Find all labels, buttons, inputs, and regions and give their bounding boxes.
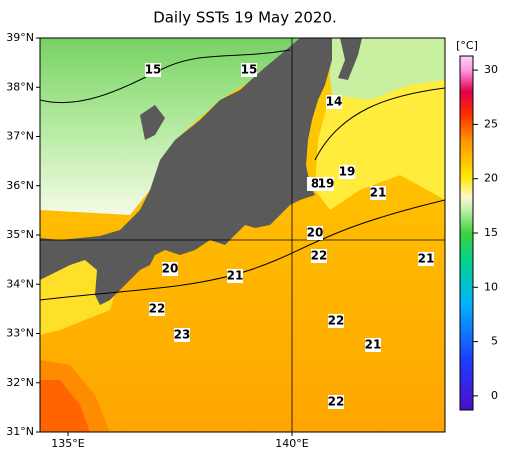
contour-label: 21 bbox=[370, 186, 387, 200]
lat-label: 39°N bbox=[6, 31, 34, 44]
lat-label: 38°N bbox=[6, 80, 34, 93]
lat-label: 36°N bbox=[6, 179, 34, 192]
contour-label-bg bbox=[328, 395, 344, 409]
contour-label-bg bbox=[227, 269, 243, 283]
contour-label-bg bbox=[370, 186, 386, 200]
contour-label: 19 bbox=[339, 165, 356, 179]
contour-label: 19 bbox=[318, 177, 335, 191]
contour-label: 21 bbox=[418, 252, 435, 266]
colorbar-unit: [°C] bbox=[456, 39, 478, 52]
land-northeast bbox=[338, 38, 362, 80]
contour-label: 21 bbox=[365, 338, 382, 352]
contour-label-bg bbox=[145, 63, 161, 77]
contour-label: 15 bbox=[241, 63, 258, 77]
colorbar-tick-label: 30 bbox=[484, 63, 498, 76]
contour-line bbox=[40, 199, 445, 301]
contour-label: 20 bbox=[307, 226, 324, 240]
lat-label: 33°N bbox=[6, 327, 34, 340]
contour-label: 22 bbox=[311, 249, 328, 263]
contour-label-bg bbox=[328, 314, 344, 328]
contour-label: 22 bbox=[328, 314, 345, 328]
contour-label-bg bbox=[365, 338, 381, 352]
lon-label: 135°E bbox=[51, 437, 84, 450]
sea-north bbox=[40, 38, 300, 215]
contour-label: 20 bbox=[162, 262, 179, 276]
contour-label-bg bbox=[307, 226, 323, 240]
contour-label-bg bbox=[339, 165, 355, 179]
contour-label-bg bbox=[311, 249, 327, 263]
colorbar-tick-label: 10 bbox=[484, 280, 498, 293]
contour-label: 22 bbox=[328, 395, 345, 409]
land-noto bbox=[140, 105, 165, 140]
colorbar-tick-label: 0 bbox=[491, 389, 498, 402]
contour-label: 22 bbox=[149, 302, 166, 316]
contour-label-bg bbox=[174, 328, 190, 342]
contour-label-bg bbox=[162, 262, 178, 276]
contour-label: 15 bbox=[145, 63, 162, 77]
lat-label: 31°N bbox=[6, 425, 34, 438]
lon-label: 140°E bbox=[275, 437, 308, 450]
colorbar-tick-label: 25 bbox=[484, 117, 498, 130]
contour-label-bg bbox=[241, 63, 257, 77]
contour-label-bg bbox=[326, 95, 342, 109]
land-honshu bbox=[40, 38, 332, 305]
colorbar-tick-label: 5 bbox=[491, 335, 498, 348]
contour-label-bg bbox=[418, 252, 434, 266]
lat-label: 32°N bbox=[6, 376, 34, 389]
contour-label: 21 bbox=[227, 269, 244, 283]
colorbar bbox=[459, 55, 474, 411]
contour-label: 23 bbox=[174, 328, 191, 342]
title: Daily SSTs 19 May 2020. bbox=[153, 9, 337, 27]
contour-label: 8 bbox=[311, 177, 319, 191]
warm-core bbox=[40, 380, 90, 432]
colorbar-tick-label: 20 bbox=[484, 172, 498, 185]
lat-label: 35°N bbox=[6, 228, 34, 241]
colorbar-tick-label: 15 bbox=[484, 226, 498, 239]
contour-label: 14 bbox=[326, 95, 343, 109]
lat-label: 37°N bbox=[6, 130, 34, 143]
axes: 39°N 38°N 37°N 36°N 35°N 34°N 33°N 32°N 31°N 135°… bbox=[6, 31, 498, 450]
lat-label: 34°N bbox=[6, 277, 34, 290]
contour-label-bg bbox=[149, 302, 165, 316]
contour-line bbox=[314, 87, 445, 161]
contour-label-bg bbox=[318, 177, 334, 191]
